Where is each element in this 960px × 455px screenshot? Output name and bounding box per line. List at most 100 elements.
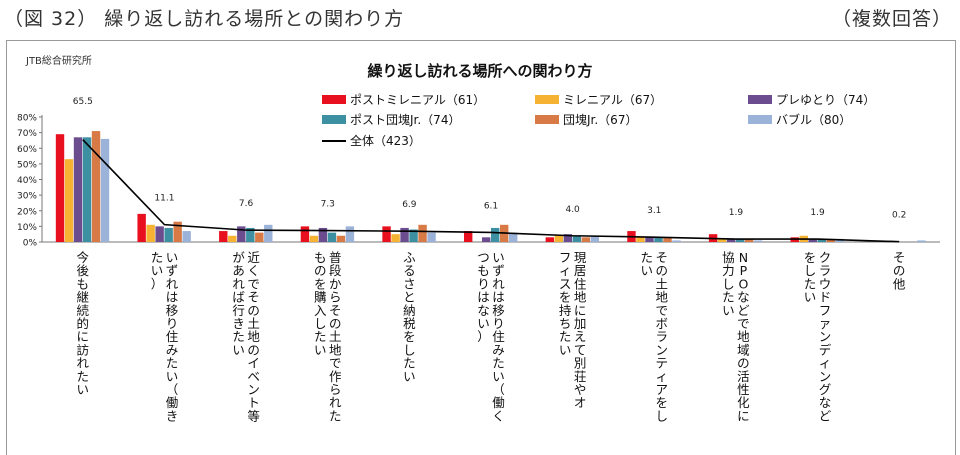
- bar: [572, 235, 582, 242]
- category-label-char: に: [77, 329, 90, 344]
- category-label-char: 行: [232, 303, 245, 318]
- category-label-char: 住: [166, 329, 179, 344]
- bar: [554, 235, 564, 242]
- category-label-char: で: [329, 356, 342, 371]
- bar: [219, 231, 228, 242]
- category-label-char: い: [166, 250, 179, 265]
- category-label-char: ボ: [656, 316, 669, 331]
- bar: [491, 227, 500, 242]
- category-label-char: で: [247, 276, 260, 291]
- legend-label: バブル（80）: [776, 112, 851, 127]
- category-label-char: で: [737, 316, 750, 331]
- category-label-char: つ: [477, 250, 490, 265]
- bar: [264, 224, 273, 242]
- category-label-char: 住: [492, 329, 505, 344]
- category-label-char: で: [656, 303, 669, 318]
- category-label-char: い: [477, 316, 490, 331]
- category-label-char: ウ: [819, 276, 832, 291]
- category-label-char: 地: [247, 329, 260, 344]
- category-label-char: 別: [574, 356, 587, 371]
- bars-group: [55, 131, 926, 242]
- legend-label: 全体（423）: [350, 133, 421, 148]
- category-label-char: と: [403, 290, 416, 305]
- legend-label: 団塊Jr.（67）: [563, 112, 637, 127]
- category-label-char: の: [247, 342, 260, 357]
- category-label-char: き: [232, 316, 245, 331]
- category-label-char: た: [151, 250, 164, 265]
- total-value-label: 1.9: [810, 208, 825, 218]
- bar: [808, 238, 817, 242]
- category-label-char: 移: [492, 303, 505, 318]
- category-label-char: も: [77, 276, 90, 291]
- bar: [146, 224, 155, 242]
- category-label-char: い: [722, 303, 735, 318]
- category-label-char: 荘: [574, 369, 587, 384]
- category-label-char: て: [574, 342, 587, 357]
- total-value-label: 7.3: [321, 200, 335, 210]
- category-label-char: 加: [574, 316, 587, 331]
- category-label-char: に: [574, 303, 587, 318]
- category-label-char: 地: [656, 290, 669, 305]
- chart-source: JTB総合研究所: [25, 54, 92, 67]
- legend-label: ミレニアル（67）: [563, 93, 662, 107]
- total-value-label: 4.0: [565, 205, 580, 215]
- total-value-label: 6.1: [484, 201, 498, 211]
- category-label-char: し: [314, 316, 327, 331]
- category-label-char: も: [314, 250, 327, 265]
- legend-swatch: [748, 115, 772, 124]
- category-label-char: ど: [819, 408, 832, 423]
- category-label-char: テ: [656, 356, 669, 371]
- category-label-char: 続: [77, 303, 90, 318]
- category-label-char: 力: [722, 263, 735, 278]
- category-label-char: い: [232, 342, 245, 357]
- category-label-char: 的: [77, 316, 90, 331]
- bar: [482, 237, 491, 242]
- category-label-char: 性: [737, 382, 750, 397]
- category-label-char: P: [740, 263, 748, 278]
- category-label-char: ク: [819, 250, 832, 265]
- category-label-char: ン: [247, 382, 260, 397]
- bar: [237, 226, 246, 242]
- category-label-char: N: [739, 250, 748, 265]
- bar: [137, 213, 146, 242]
- legend-label: ポストミレニアル（61）: [350, 93, 485, 107]
- bar: [545, 237, 555, 242]
- bar: [400, 227, 409, 242]
- legend-label: プレゆとり（74）: [776, 93, 875, 107]
- category-label-char: た: [804, 276, 817, 291]
- bar: [464, 231, 473, 242]
- bar: [753, 240, 763, 242]
- category-label-char: の: [314, 263, 327, 278]
- category-label-char: 納: [403, 303, 416, 318]
- category-label: その他: [893, 250, 906, 291]
- category-label-char: い: [166, 369, 179, 384]
- category-label-char: ず: [166, 263, 179, 278]
- bar: [817, 238, 826, 242]
- bar: [91, 131, 101, 242]
- category-label-char: ァ: [819, 316, 832, 331]
- category-label-char: た: [722, 290, 735, 305]
- category-label-char: い: [403, 369, 416, 384]
- y-axis: 0% 10% 20% 30% 40% 50% 60% 70% 80%: [17, 114, 940, 249]
- category-label-char: 普: [329, 250, 342, 265]
- total-value-label: 65.5: [73, 97, 93, 107]
- category-label-char: る: [403, 263, 416, 278]
- category-label-char: く: [247, 263, 260, 278]
- bar: [300, 226, 310, 242]
- category-label-char: た: [314, 329, 327, 344]
- bar: [345, 226, 355, 242]
- category-label-char: を: [559, 290, 572, 305]
- bar: [735, 238, 745, 242]
- bar: [427, 232, 436, 242]
- bar: [590, 235, 600, 242]
- y-tick-label: 30%: [17, 192, 37, 202]
- category-label-char: ど: [737, 303, 750, 318]
- chart-frame: [6, 40, 956, 455]
- category-label-char: フ: [819, 303, 832, 318]
